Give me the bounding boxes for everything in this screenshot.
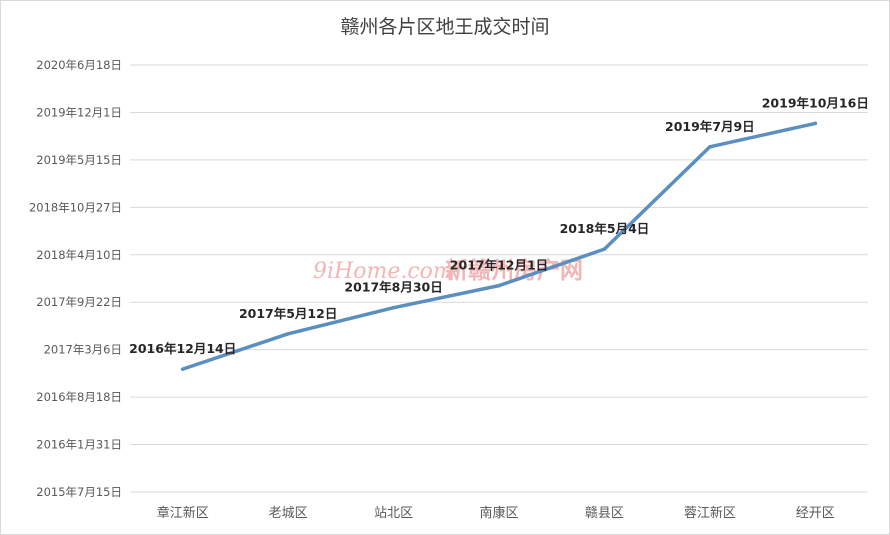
x-tick-label: 老城区 xyxy=(269,506,308,521)
data-point xyxy=(180,367,185,371)
y-tick-label: 2018年4月10日 xyxy=(36,248,122,262)
x-tick-label: 经开区 xyxy=(796,506,835,521)
data-point xyxy=(391,305,396,310)
watermark: 9iHome.com 新赣州房产网 xyxy=(313,257,583,284)
y-tick-label: 2017年9月22日 xyxy=(36,295,122,309)
y-tick-label: 2020年6月18日 xyxy=(36,58,122,72)
x-tick-label: 南康区 xyxy=(479,505,518,521)
data-point xyxy=(813,121,818,126)
data-label: 2019年10月16日 xyxy=(762,95,869,110)
data-label: 2017年12月1日 xyxy=(450,258,548,273)
data-label: 2017年5月12日 xyxy=(239,306,337,321)
chart-title: 赣州各片区地王成交时间 xyxy=(340,16,549,38)
watermark-latin: 9iHome.com xyxy=(313,259,454,284)
data-label: 2019年7月9日 xyxy=(665,119,755,134)
x-tick-label: 赣县区 xyxy=(585,506,624,521)
data-point xyxy=(497,283,501,288)
data-point xyxy=(602,247,607,251)
data-label: 2017年8月30日 xyxy=(344,280,442,295)
data-point xyxy=(286,331,290,336)
x-tick-label: 站北区 xyxy=(374,506,413,521)
data-point xyxy=(708,145,712,149)
y-tick-label: 2018年10月27日 xyxy=(29,200,122,214)
data-label: 2018年5月4日 xyxy=(560,221,650,236)
y-tick-label: 2019年5月15日 xyxy=(36,153,122,167)
y-tick-label: 2015年7月15日 xyxy=(36,485,122,499)
y-tick-label: 2017年3月6日 xyxy=(44,343,122,357)
x-tick-label: 章江新区 xyxy=(157,505,209,521)
x-tick-label: 蓉江新区 xyxy=(684,505,736,521)
y-tick-label: 2019年12月1日 xyxy=(36,105,122,119)
y-tick-label: 2016年8月18日 xyxy=(36,390,122,404)
data-label: 2016年12月14日 xyxy=(129,341,236,356)
y-tick-label: 2016年1月31日 xyxy=(36,438,122,452)
